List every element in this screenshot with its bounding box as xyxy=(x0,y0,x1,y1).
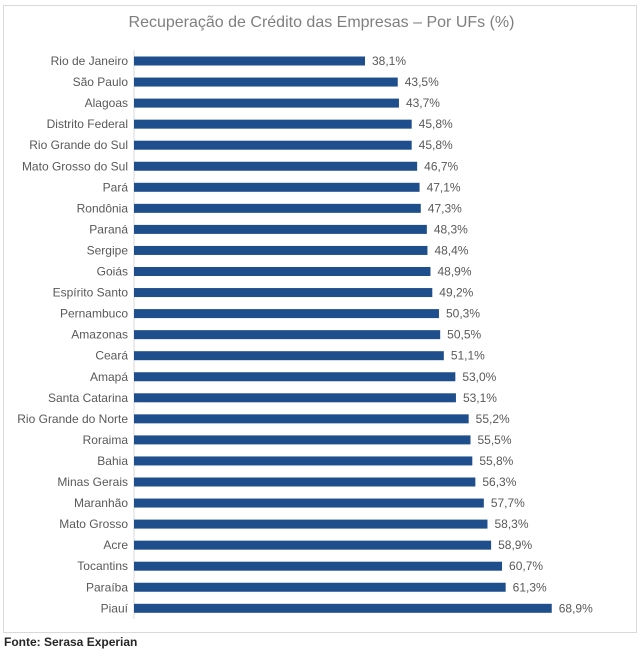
category-label: Tocantins xyxy=(77,559,128,573)
data-label: 57,7% xyxy=(491,496,525,510)
bar xyxy=(134,77,398,87)
data-label: 58,3% xyxy=(494,517,528,531)
category-label: Maranhão xyxy=(74,496,128,510)
bar xyxy=(134,372,456,382)
bar xyxy=(134,456,473,466)
category-label: Amazonas xyxy=(71,328,128,342)
category-label: Santa Catarina xyxy=(48,391,128,405)
bar xyxy=(134,519,488,529)
category-label: Espírito Santo xyxy=(53,286,129,300)
data-label: 56,3% xyxy=(482,475,516,489)
bar xyxy=(134,245,428,255)
category-label: Minas Gerais xyxy=(57,475,128,489)
category-label: Rio Grande do Sul xyxy=(29,138,128,152)
category-label: Goiás xyxy=(97,265,128,279)
data-label: 50,3% xyxy=(446,307,480,321)
bar xyxy=(134,309,439,319)
bar xyxy=(134,161,418,171)
category-label: Acre xyxy=(103,538,128,552)
bar xyxy=(134,351,444,361)
data-label: 45,8% xyxy=(419,117,453,131)
category-label: Paraná xyxy=(89,222,128,236)
category-label: Rio de Janeiro xyxy=(51,54,129,68)
category-label: Paraíba xyxy=(86,580,128,594)
category-label: São Paulo xyxy=(73,75,129,89)
bar xyxy=(134,140,412,150)
category-label: Ceará xyxy=(95,349,128,363)
data-label: 58,9% xyxy=(498,538,532,552)
category-label: Alagoas xyxy=(85,96,128,110)
bar xyxy=(134,414,469,424)
bar xyxy=(134,582,506,592)
category-label: Bahia xyxy=(97,454,128,468)
category-label: Mato Grosso xyxy=(59,517,128,531)
data-label: 49,2% xyxy=(439,286,473,300)
bar xyxy=(134,224,427,234)
category-label: Sergipe xyxy=(87,243,129,257)
bar xyxy=(134,119,412,129)
category-label: Amapá xyxy=(90,370,128,384)
data-label: 55,2% xyxy=(476,412,510,426)
data-label: 55,5% xyxy=(477,433,511,447)
data-label: 43,7% xyxy=(406,96,440,110)
category-label: Distrito Federal xyxy=(47,117,128,131)
bar xyxy=(134,98,399,108)
chart-title: Recuperação de Crédito das Empresas – Po… xyxy=(128,14,515,31)
bar xyxy=(134,330,441,340)
data-label: 38,1% xyxy=(372,54,406,68)
bar xyxy=(134,182,420,192)
data-label: 61,3% xyxy=(513,580,547,594)
data-label: 53,0% xyxy=(462,370,496,384)
bar xyxy=(134,203,421,213)
bar xyxy=(134,477,476,487)
category-label: Pará xyxy=(103,180,129,194)
category-label: Pernambuco xyxy=(60,307,128,321)
data-label: 48,3% xyxy=(434,222,468,236)
category-label: Rio Grande do Norte xyxy=(17,412,128,426)
bar xyxy=(134,435,471,445)
bar xyxy=(134,393,456,403)
data-label: 60,7% xyxy=(509,559,543,573)
category-label: Piauí xyxy=(101,601,129,615)
bar xyxy=(134,288,433,298)
bar xyxy=(134,498,484,508)
bar xyxy=(134,603,552,613)
category-label: Mato Grosso do Sul xyxy=(22,159,128,173)
data-label: 46,7% xyxy=(424,159,458,173)
data-label: 45,8% xyxy=(419,138,453,152)
data-label: 48,9% xyxy=(437,265,471,279)
bar xyxy=(134,561,503,571)
data-label: 53,1% xyxy=(463,391,497,405)
data-label: 43,5% xyxy=(405,75,439,89)
data-label: 55,8% xyxy=(479,454,513,468)
data-label: 47,1% xyxy=(427,180,461,194)
data-label: 47,3% xyxy=(428,201,462,215)
bar xyxy=(134,56,366,66)
category-label: Rondônia xyxy=(77,201,129,215)
bar xyxy=(134,540,492,550)
data-label: 51,1% xyxy=(451,349,485,363)
data-label: 48,4% xyxy=(434,243,468,257)
data-label: 50,5% xyxy=(447,328,481,342)
source-note: Fonte: Serasa Experian xyxy=(4,635,138,649)
category-label: Roraima xyxy=(83,433,129,447)
bar xyxy=(134,267,431,276)
data-label: 68,9% xyxy=(559,601,593,615)
